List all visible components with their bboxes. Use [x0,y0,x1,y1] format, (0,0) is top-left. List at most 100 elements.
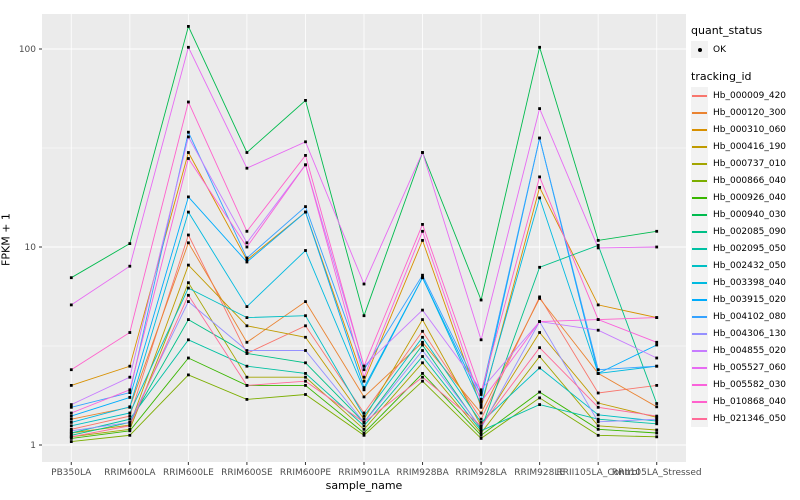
data-point-marker [596,368,600,372]
data-point-marker [421,229,424,233]
x-tick-label: RRII105LA_Control [556,468,639,478]
data-point-marker [479,433,483,437]
data-point-marker [69,417,73,421]
legend-key-box [691,291,708,308]
data-point-marker [538,196,541,200]
data-point-marker [245,245,249,249]
data-point-marker [187,356,190,360]
data-point-marker [187,210,190,214]
data-point-marker [479,298,483,302]
legend-item-Hb_000737_010: Hb_000737_010 [691,155,800,172]
data-point-marker [187,241,190,245]
legend-item-Hb_003915_020: Hb_003915_020 [691,291,800,308]
legend-item-label: Hb_000737_010 [713,158,787,169]
legend-key-box [691,223,708,240]
legend-title-tracking-id: tracking_id [691,70,752,83]
data-point-marker [538,331,541,334]
data-point-marker [479,390,483,394]
legend-item-Hb_004306_130: Hb_004306_130 [691,325,800,342]
x-tick-label: RRIM600LE [163,468,214,478]
data-point-marker [596,328,600,332]
data-point-marker [538,107,541,110]
legend-item-label: Hb_003915_020 [713,294,787,305]
legend-item-label: Hb_000120_300 [713,107,787,118]
data-point-marker [69,440,73,443]
data-point-marker [655,340,659,344]
data-point-marker [596,424,600,428]
data-point-marker [362,388,366,392]
data-point-marker [538,265,541,269]
series-color-line-icon [692,94,707,97]
data-point-marker [479,405,483,409]
series-color-line-icon [692,247,707,250]
data-point-marker [421,223,424,226]
data-point-marker [596,417,600,421]
data-point-marker [187,45,190,49]
legend-section-tracking-id: tracking_id Hb_000009_420 Hb_000120_300 Hb… [691,70,800,427]
data-point-marker [245,151,249,154]
data-point-marker [69,429,73,433]
data-point-marker [69,403,73,406]
data-point-marker [69,424,73,428]
data-point-marker [187,135,190,139]
data-point-marker [304,379,307,383]
data-point-marker [304,361,307,365]
legend-item-Hb_004855_020: Hb_004855_020 [691,342,800,359]
data-point-marker [128,414,132,418]
data-point-marker [69,303,73,307]
legend-key-box [691,138,708,155]
legend-item-label: Hb_000009_420 [713,90,787,101]
data-point-marker [304,314,307,318]
data-point-marker [304,384,307,387]
data-point-marker [362,386,366,389]
data-point-marker [362,368,366,372]
legend-item-label: Hb_000940_030 [713,209,787,220]
legend-item-label: Hb_004855_020 [713,345,787,356]
legend-title-quant-status: quant_status [691,24,763,37]
data-point-marker [128,375,132,379]
data-point-marker [655,435,659,439]
data-point-marker [362,414,366,418]
data-point-marker [187,281,190,285]
data-point-marker [69,276,73,280]
data-point-marker [187,25,190,28]
x-tick-label: RRIM600LA [104,468,156,478]
data-point-marker [655,364,659,368]
data-point-marker [245,349,249,352]
data-point-marker [655,419,659,423]
x-tick-label: RRIM600PE [280,468,332,478]
legend-item-ok: OK [691,41,800,58]
data-point-marker [245,324,249,328]
data-point-marker [362,424,366,428]
legend-item-label: Hb_000866_040 [713,175,787,186]
legend-item-label: Hb_002432_050 [713,260,787,271]
data-point-marker [304,335,307,339]
data-point-marker [304,140,307,144]
data-point-marker [538,295,541,299]
data-point-marker [655,343,659,347]
x-tick-label: RRII105LA_Stressed [612,468,702,478]
data-point-marker [187,233,190,237]
data-point-marker [655,356,659,360]
data-point-marker [538,403,541,406]
data-point-marker [479,393,483,396]
data-point-marker [479,429,483,433]
legend-item-label: Hb_004102_080 [713,311,787,322]
x-tick-label: RRIM928LE [514,468,565,478]
series-color-line-icon [692,383,707,386]
x-tick-label: RRIM901LA [338,468,390,478]
data-point-marker [538,396,541,400]
data-point-marker [479,421,483,424]
data-point-marker [69,433,73,437]
data-point-marker [245,260,249,264]
data-point-marker [362,379,366,383]
data-point-marker [362,314,366,318]
legend-key-box [691,325,708,342]
x-tick-label: RRIM928BA [396,468,449,478]
data-point-marker [421,151,424,154]
legend-item-label: Hb_005582_030 [713,379,787,390]
data-point-marker [655,245,659,249]
y-axis-title: FPKM + 1 [0,213,13,266]
data-point-marker [362,375,366,379]
data-point-marker [245,364,249,368]
